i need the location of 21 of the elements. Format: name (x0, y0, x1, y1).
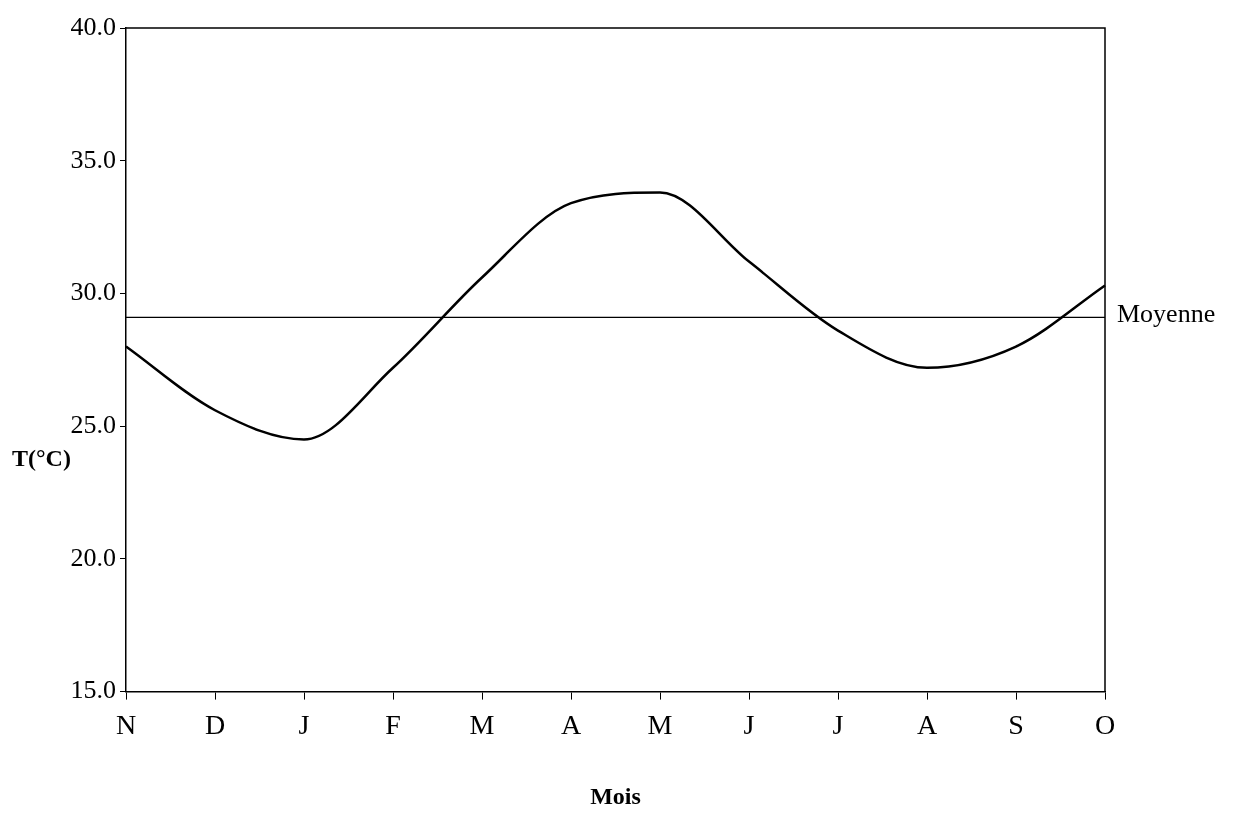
x-tick-label: A (916, 708, 938, 740)
x-tick-label: J (832, 708, 844, 740)
x-tick-label: J (298, 708, 310, 740)
y-tick-label: 20.0 (70, 542, 116, 572)
x-tick-label: A (560, 708, 582, 740)
x-tick-label: D (204, 708, 226, 740)
x-axis-title: Mois (590, 782, 641, 809)
y-tick-label: 25.0 (70, 409, 116, 439)
y-tick-label: 40.0 (70, 11, 116, 41)
x-tick-label: M (469, 708, 495, 740)
x-tick-label: S (1008, 708, 1024, 740)
y-tick-label: 35.0 (70, 144, 116, 174)
y-tick-label: 15.0 (70, 675, 116, 705)
y-axis-title: T(°C) (12, 444, 71, 471)
x-tick-label: F (385, 708, 401, 740)
y-tick-label: 30.0 (70, 277, 116, 307)
x-tick-label: O (1094, 708, 1116, 740)
x-tick-label: N (115, 708, 137, 740)
x-tick-label: M (647, 708, 673, 740)
ref-line-label: Moyenne (1117, 299, 1216, 329)
x-tick-label: J (743, 708, 755, 740)
